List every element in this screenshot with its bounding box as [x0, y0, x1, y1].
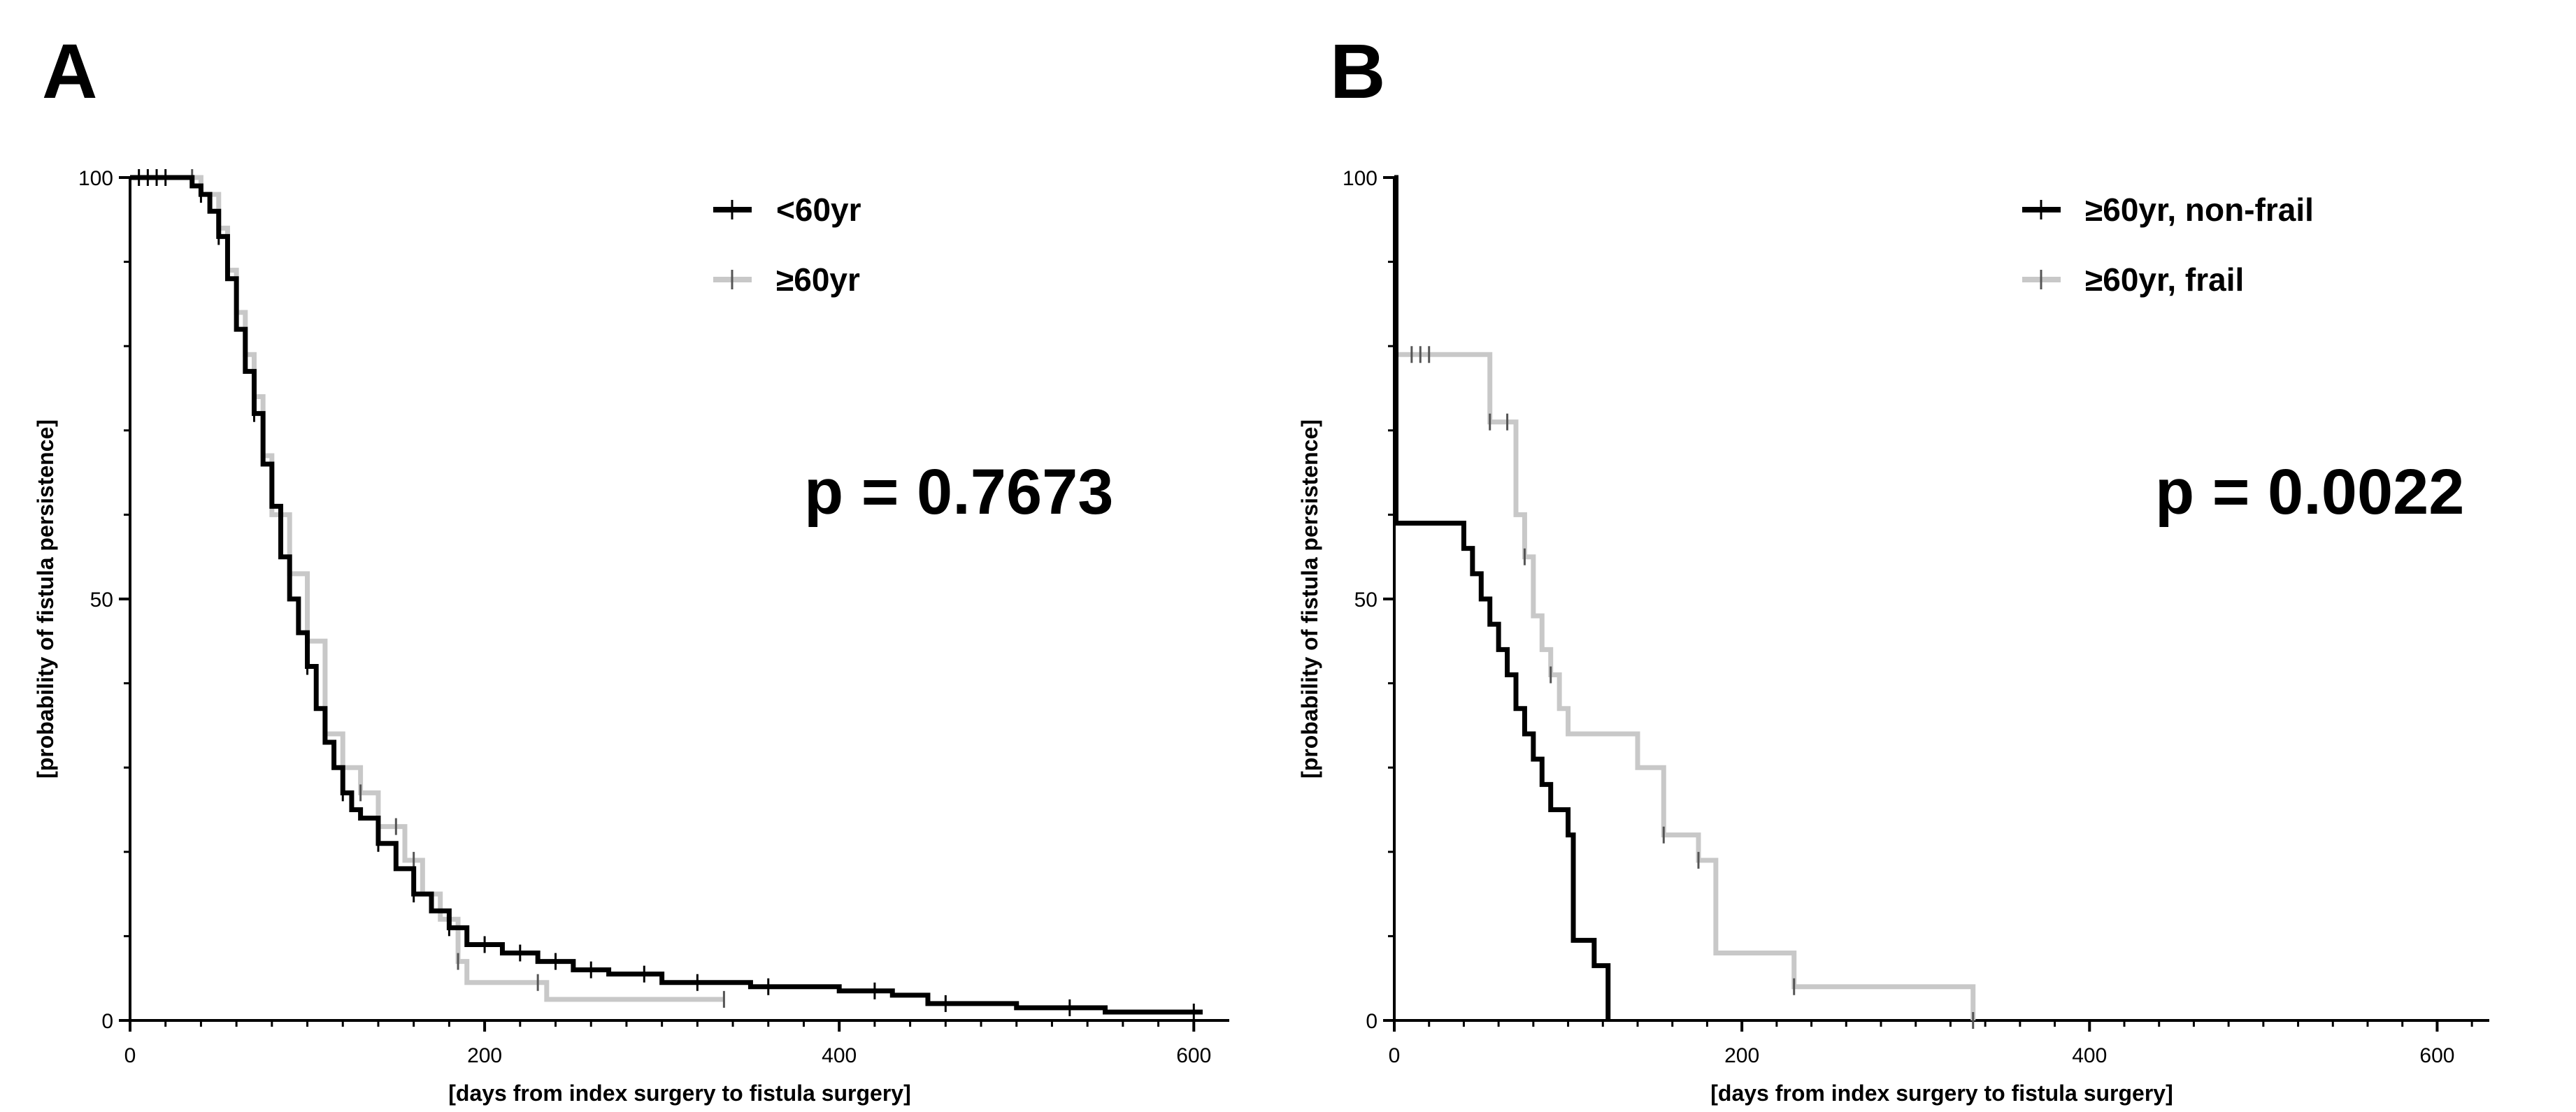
y-tick-label: 100: [1343, 167, 1378, 190]
y-tick-label: 50: [90, 589, 113, 612]
panel-b: B 0 200 400 600 0 50 100 [days from index surger…: [1288, 0, 2576, 1109]
y-tick-label: 100: [78, 167, 113, 190]
x-axis-label: [days from index surgery to fistula surg…: [1710, 1081, 2173, 1106]
x-tick-label: 200: [467, 1044, 502, 1067]
y-axis-label: [probability of fistula persistence]: [1297, 419, 1322, 779]
chart-b: B 0 200 400 600 0 50 100 [days from index surger…: [1297, 29, 2489, 1106]
x-tick-label: 600: [2419, 1044, 2454, 1067]
p-value-annotation: p = 0.7673: [804, 456, 1113, 528]
legend-label: <60yr: [776, 192, 861, 228]
legend-label: ≥60yr, non-frail: [2085, 192, 2314, 228]
legend-label: ≥60yr: [776, 261, 860, 298]
y-tick-label: 0: [1366, 1010, 1378, 1033]
series-line: [1394, 352, 1976, 1020]
series-line: [1393, 175, 1611, 1020]
x-tick-label: 600: [1176, 1044, 1211, 1067]
p-value-annotation: p = 0.0022: [2155, 456, 2464, 528]
x-axis-label: [days from index surgery to fistula surg…: [448, 1081, 911, 1106]
chart-a: A 0 200 400 600 0 50 100 [days from index surger…: [33, 29, 1229, 1106]
panel-label: B: [1330, 29, 1385, 115]
x-tick-label: 400: [2072, 1044, 2107, 1067]
y-tick-label: 50: [1354, 589, 1378, 612]
series-line: [130, 175, 724, 1002]
x-tick-label: 400: [822, 1044, 857, 1067]
panel-a: A 0 200 400 600 0 50 100 [days from index surger…: [0, 0, 1288, 1109]
x-tick-label: 0: [1389, 1044, 1401, 1067]
x-tick-label: 200: [1724, 1044, 1759, 1067]
panel-label: A: [42, 29, 97, 115]
y-tick-label: 0: [101, 1010, 113, 1033]
x-tick-label: 0: [124, 1044, 136, 1067]
legend-label: ≥60yr, frail: [2085, 261, 2244, 298]
y-axis-label: [probability of fistula persistence]: [33, 419, 58, 779]
series-line: [130, 175, 1203, 1015]
